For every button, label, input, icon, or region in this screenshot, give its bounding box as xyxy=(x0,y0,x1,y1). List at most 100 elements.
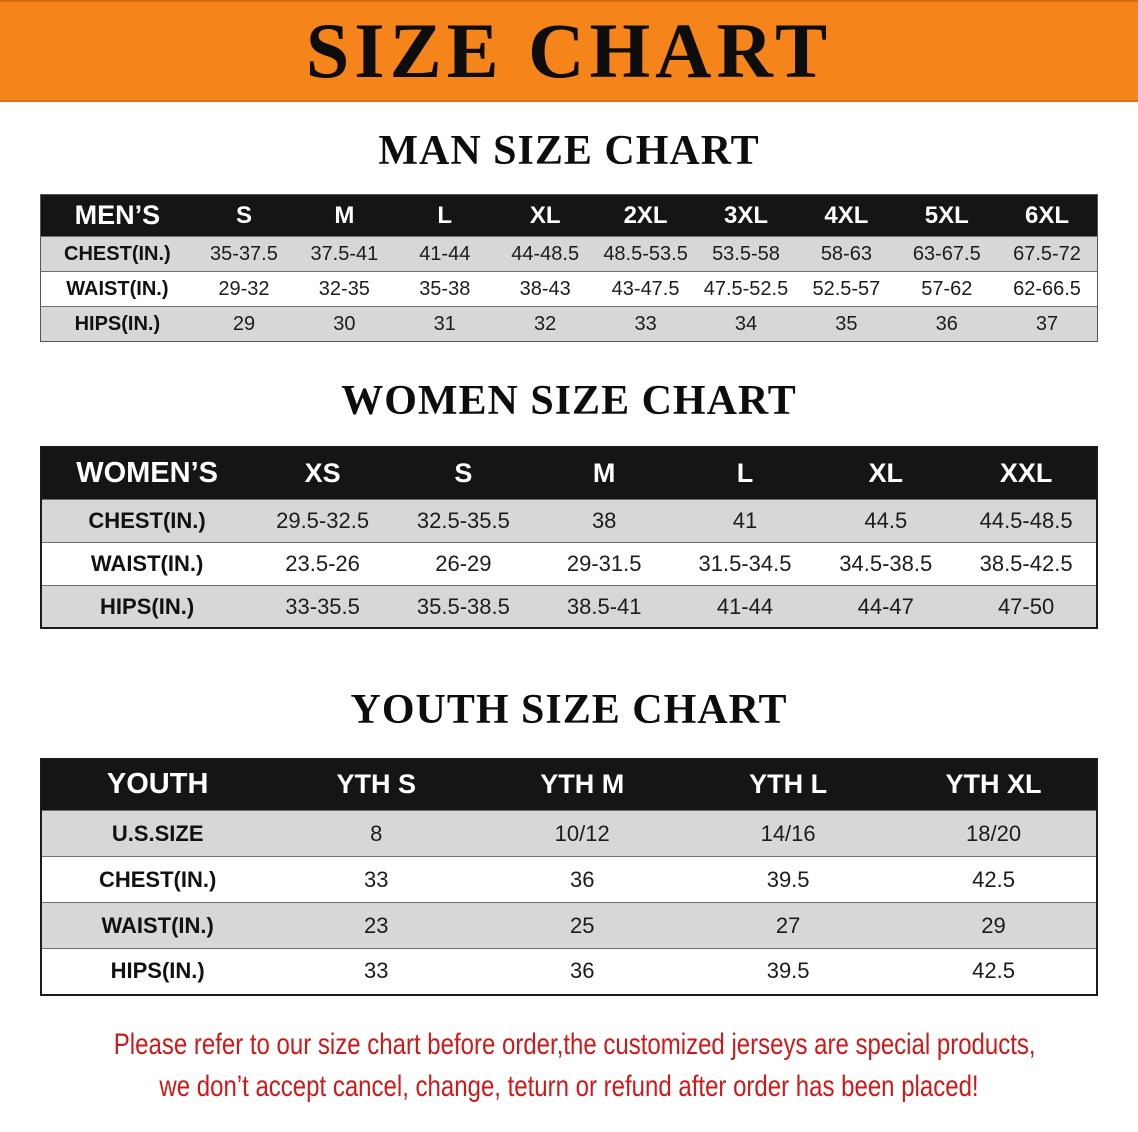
row-label-cell: WAIST(IN.) xyxy=(90,550,204,576)
value-cell: 42.5 xyxy=(972,866,1015,892)
size-column-header: S xyxy=(392,447,534,500)
value-cell: 38.5-42.5 xyxy=(979,550,1073,576)
men-size-table: MEN’S S M L XL 2XL 3XL 4XL 5XL 6XL CHEST(IN.) 35-37… xyxy=(40,194,1098,343)
value-cell: 35-38 xyxy=(419,277,471,300)
value-cell: 52.5-57 xyxy=(812,277,881,300)
value-cell: 58-63 xyxy=(820,242,872,265)
value-cell: 32.5-35.5 xyxy=(416,507,510,533)
size-column-header: XXL xyxy=(956,447,1097,500)
value-cell: 44-47 xyxy=(857,593,914,619)
size-column-header: XS xyxy=(252,447,393,500)
value-cell: 41 xyxy=(732,507,758,533)
value-cell: 39.5 xyxy=(766,866,810,892)
size-column-header: S xyxy=(193,194,295,237)
value-cell: 34 xyxy=(734,312,758,335)
value-cell: 67.5-72 xyxy=(1013,242,1081,265)
value-cell: 8 xyxy=(370,820,383,846)
value-cell: 29-32 xyxy=(218,277,270,300)
table-title-cell: YOUTH xyxy=(41,758,274,811)
size-column-header: L xyxy=(394,194,495,237)
table-row: WAIST(IN.) 23.5-26 26-29 29-31.5 31.5-34.5 34… xyxy=(41,542,1097,586)
youth-section-heading: YOUTH SIZE CHART xyxy=(350,687,788,734)
value-cell: 33 xyxy=(364,958,389,984)
size-column-header: YTH M xyxy=(479,758,686,811)
value-cell: 31 xyxy=(433,312,456,335)
table-title-cell: WOMEN’S xyxy=(41,447,253,500)
value-cell: 57-62 xyxy=(921,277,973,300)
value-cell: 53.5-58 xyxy=(712,242,780,265)
disclaimer-line-1: Please refer to our size chart before or… xyxy=(113,1027,1036,1061)
men-size-chart-section: MAN SIZE CHART MEN’S S M L XL 2XL 3XL 4XL 5XL 6XL… xyxy=(0,128,1138,343)
row-label-cell: HIPS(IN.) xyxy=(110,958,205,984)
value-cell: 10/12 xyxy=(554,820,610,846)
size-column-header: 4XL xyxy=(796,194,897,237)
size-column-header: M xyxy=(294,194,395,237)
table-row: HIPS(IN.) 29 30 31 32 33 34 35 36 37 xyxy=(40,306,1098,342)
row-label-cell: CHEST(IN.) xyxy=(98,866,217,892)
value-cell: 23.5-26 xyxy=(285,550,360,576)
value-cell: 29.5-32.5 xyxy=(276,507,370,533)
men-section-heading: MAN SIZE CHART xyxy=(378,128,760,174)
size-column-header: L xyxy=(674,447,816,500)
value-cell: 29 xyxy=(981,912,1006,938)
value-cell: 44-48.5 xyxy=(511,242,580,265)
size-column-header: XL xyxy=(815,447,957,500)
table-row: WAIST(IN.) 29-32 32-35 35-38 38-43 43-47.5 47.… xyxy=(40,271,1098,307)
women-size-chart-section: WOMEN SIZE CHART WOMEN’S XS S M L XL XXL CHEST(… xyxy=(0,378,1138,630)
row-label-cell: CHEST(IN.) xyxy=(88,507,206,533)
value-cell: 37.5-41 xyxy=(310,242,379,265)
value-cell: 38 xyxy=(591,507,617,533)
value-cell: 42.5 xyxy=(972,958,1015,984)
value-cell: 30 xyxy=(333,312,356,335)
value-cell: 43-47.5 xyxy=(611,277,680,300)
banner: SIZE CHART xyxy=(0,0,1138,102)
table-title-cell: MEN’S xyxy=(40,194,194,237)
value-cell: 34.5-38.5 xyxy=(839,550,933,576)
value-cell: 33 xyxy=(364,866,389,892)
value-cell: 18/20 xyxy=(966,820,1022,846)
value-cell: 48.5-53.5 xyxy=(603,242,688,265)
value-cell: 37 xyxy=(1035,312,1059,335)
table-row: HIPS(IN.) 33 36 39.5 42.5 xyxy=(41,948,1097,995)
size-column-header: 5XL xyxy=(896,194,997,237)
size-column-header: 6XL xyxy=(997,194,1098,237)
value-cell: 26-29 xyxy=(435,550,492,576)
size-column-header: YTH L xyxy=(685,758,892,811)
value-cell: 39.5 xyxy=(766,958,810,984)
value-cell: 36 xyxy=(569,866,595,892)
value-cell: 41-44 xyxy=(716,593,774,619)
size-column-header: 3XL xyxy=(695,194,797,237)
table-row: U.S.SIZE 8 10/12 14/16 18/20 xyxy=(41,810,1097,857)
women-size-table: WOMEN’S XS S M L XL XXL CHEST(IN.) 29.5-32.5 32.5… xyxy=(40,446,1098,630)
value-cell: 63-67.5 xyxy=(912,242,981,265)
value-cell: 41-44 xyxy=(419,242,471,265)
value-cell: 23 xyxy=(364,912,389,938)
banner-title: SIZE CHART xyxy=(305,7,833,94)
table-header-row: MEN’S S M L XL 2XL 3XL 4XL 5XL 6XL xyxy=(40,194,1098,237)
value-cell: 47.5-52.5 xyxy=(703,277,789,300)
size-chart-page: SIZE CHART MAN SIZE CHART MEN’S S M L XL 2XL 3… xyxy=(0,0,1138,1103)
value-cell: 36 xyxy=(569,958,595,984)
size-column-header: YTH XL xyxy=(891,758,1097,811)
value-cell: 32-35 xyxy=(318,277,370,300)
table-row: CHEST(IN.) 29.5-32.5 32.5-35.5 38 41 44.5 44.5… xyxy=(41,499,1097,543)
table-row: HIPS(IN.) 33-35.5 35.5-38.5 38.5-41 41-44 44-… xyxy=(41,585,1097,629)
value-cell: 27 xyxy=(775,912,801,938)
youth-size-chart-section: YOUTH SIZE CHART YOUTH YTH S YTH M YTH L YTH… xyxy=(0,687,1138,996)
value-cell: 33-35.5 xyxy=(285,593,360,619)
value-cell: 31.5-34.5 xyxy=(698,550,792,576)
table-row: CHEST(IN.) 33 36 39.5 42.5 xyxy=(41,856,1097,903)
value-cell: 25 xyxy=(569,912,595,938)
value-cell: 29 xyxy=(232,312,256,335)
row-label-cell: U.S.SIZE xyxy=(111,820,204,846)
table-header-row: YOUTH YTH S YTH M YTH L YTH XL xyxy=(41,758,1097,811)
value-cell: 62-66.5 xyxy=(1013,277,1081,300)
value-cell: 38-43 xyxy=(519,277,571,300)
size-column-header: 2XL xyxy=(595,194,696,237)
row-label-cell: HIPS(IN.) xyxy=(100,593,195,619)
value-cell: 14/16 xyxy=(760,820,816,846)
row-label-cell: CHEST(IN.) xyxy=(64,242,171,265)
value-cell: 47-50 xyxy=(997,593,1055,619)
table-row: WAIST(IN.) 23 25 27 29 xyxy=(41,902,1097,949)
youth-size-table: YOUTH YTH S YTH M YTH L YTH XL U.S.SIZE 8 10/12… xyxy=(40,757,1098,996)
